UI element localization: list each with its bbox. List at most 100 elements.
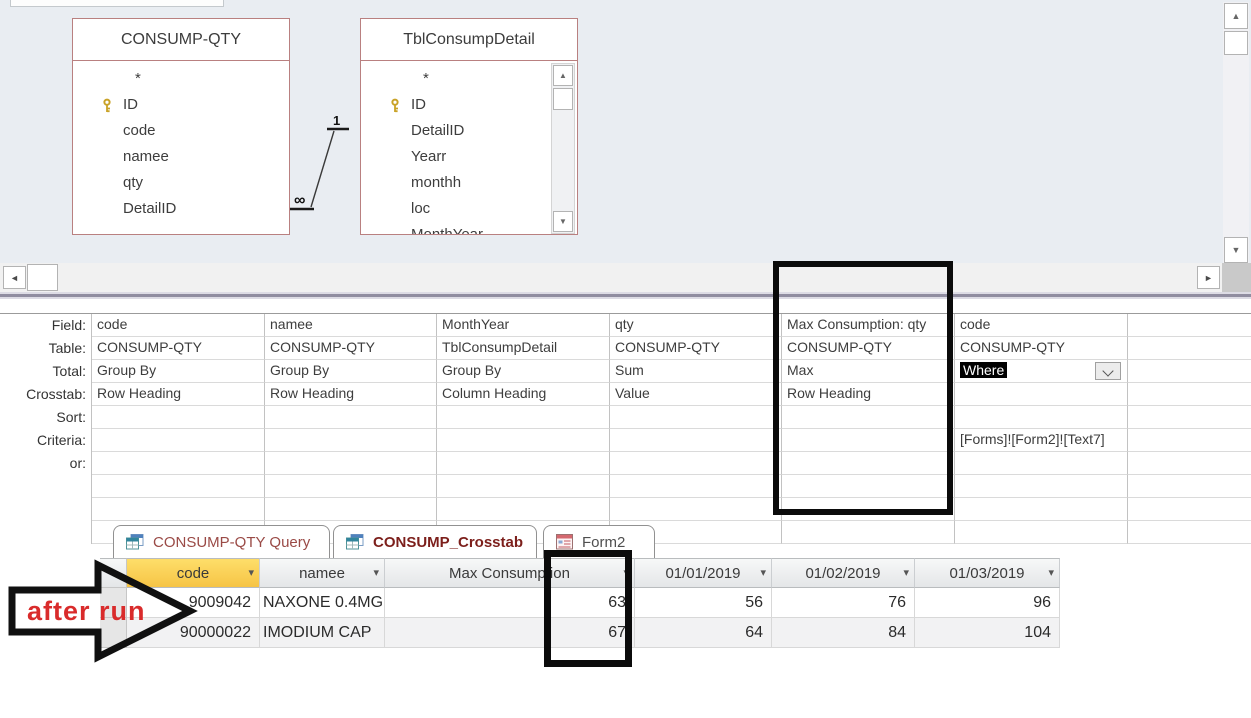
crosstab-cell[interactable] — [1128, 383, 1251, 406]
column-header-max-consumption[interactable]: Max Consumption ▾ — [385, 558, 635, 588]
sort-cell[interactable] — [782, 406, 955, 429]
column-header-code[interactable]: code ▾ — [127, 558, 260, 588]
criteria-cell[interactable] — [265, 429, 437, 452]
field-cell[interactable]: code — [92, 314, 265, 337]
crosstab-cell[interactable]: Row Heading — [92, 383, 265, 406]
scrollbar-thumb[interactable] — [27, 264, 58, 291]
cell-date3[interactable]: 96 — [915, 588, 1060, 618]
field-item-qty[interactable]: qty — [123, 174, 144, 191]
or-cell[interactable] — [782, 452, 955, 475]
scroll-down-button[interactable]: ▼ — [553, 211, 573, 232]
tab-consump-qty-query[interactable]: CONSUMP-QTY Query — [113, 525, 330, 558]
field-list-scrollbar[interactable]: ▲ ▼ — [551, 63, 575, 234]
design-pane-vertical-scrollbar[interactable]: ▲ ▼ — [1223, 2, 1249, 263]
total-cell[interactable]: Max — [782, 360, 955, 383]
total-cell[interactable]: Group By — [92, 360, 265, 383]
or-cell[interactable] — [92, 452, 265, 475]
criteria-cell[interactable] — [1128, 429, 1251, 452]
field-item-id[interactable]: ID — [361, 92, 577, 118]
criteria-cell[interactable] — [92, 429, 265, 452]
filter-dropdown-icon[interactable]: ▾ — [248, 567, 254, 579]
scroll-left-button[interactable]: ◄ — [3, 266, 26, 289]
crosstab-cell[interactable]: Row Heading — [782, 383, 955, 406]
cell-max-consumption[interactable]: 67 — [385, 618, 635, 648]
or-cell[interactable] — [610, 452, 782, 475]
cell-max-consumption[interactable]: 63 — [385, 588, 635, 618]
filter-dropdown-icon[interactable]: ▾ — [373, 567, 379, 579]
field-item-namee[interactable]: namee — [123, 148, 169, 165]
table-cell[interactable] — [1128, 337, 1251, 360]
sort-cell[interactable] — [955, 406, 1128, 429]
cell-date2[interactable]: 84 — [772, 618, 915, 648]
total-dropdown-button[interactable] — [1095, 362, 1121, 380]
field-cell[interactable]: Max Consumption: qty — [782, 314, 955, 337]
column-header-date1[interactable]: 01/01/2019 ▾ — [635, 558, 772, 588]
cell-date1[interactable]: 56 — [635, 588, 772, 618]
field-cell[interactable]: qty — [610, 314, 782, 337]
field-item-code[interactable]: code — [123, 122, 156, 139]
or-cell[interactable] — [265, 452, 437, 475]
field-item-asterisk[interactable]: * — [423, 70, 429, 87]
field-item-loc[interactable]: loc — [411, 200, 431, 217]
or-cell[interactable] — [955, 452, 1128, 475]
criteria-cell[interactable] — [437, 429, 610, 452]
total-cell[interactable]: Group By — [437, 360, 610, 383]
cell-namee[interactable]: NAXONE 0.4MG — [260, 588, 385, 618]
cell-date1[interactable]: 64 — [635, 618, 772, 648]
cell-namee[interactable]: IMODIUM CAP — [260, 618, 385, 648]
crosstab-cell[interactable]: Row Heading — [265, 383, 437, 406]
field-cell[interactable] — [1128, 314, 1251, 337]
sort-cell[interactable] — [92, 406, 265, 429]
total-cell-where[interactable]: Where — [955, 360, 1128, 383]
row-selector[interactable] — [100, 588, 127, 618]
field-cell[interactable]: namee — [265, 314, 437, 337]
field-list-consump-qty[interactable]: CONSUMP-QTY * ID code namee qty DetailID — [72, 18, 290, 235]
field-item-asterisk[interactable]: * — [135, 70, 141, 87]
field-item-monthh[interactable]: monthh — [411, 174, 462, 191]
table-cell[interactable]: CONSUMP-QTY — [610, 337, 782, 360]
criteria-cell-form-ref[interactable]: [Forms]![Form2]![Text7] — [955, 429, 1128, 452]
crosstab-cell[interactable]: Column Heading — [437, 383, 610, 406]
filter-dropdown-icon[interactable]: ▾ — [1048, 567, 1054, 579]
column-header-date2[interactable]: 01/02/2019 ▾ — [772, 558, 915, 588]
field-item-yearr[interactable]: Yearr — [411, 148, 447, 165]
field-item-detailid[interactable]: DetailID — [411, 122, 465, 139]
table-cell[interactable]: CONSUMP-QTY — [92, 337, 265, 360]
design-pane-horizontal-scrollbar[interactable]: ◄ ► — [0, 263, 1251, 292]
table-cell[interactable]: TblConsumpDetail — [437, 337, 610, 360]
crosstab-cell[interactable] — [955, 383, 1128, 406]
field-cell[interactable]: code — [955, 314, 1128, 337]
field-list-tblconsumpdetail[interactable]: TblConsumpDetail * ID DetailID Yearr mon… — [360, 18, 578, 235]
table-cell[interactable]: CONSUMP-QTY — [955, 337, 1128, 360]
sort-cell[interactable] — [610, 406, 782, 429]
criteria-cell[interactable] — [782, 429, 955, 452]
cell-date2[interactable]: 76 — [772, 588, 915, 618]
sort-cell[interactable] — [437, 406, 610, 429]
tab-consump-crosstab[interactable]: CONSUMP_Crosstab — [333, 525, 537, 558]
total-cell[interactable]: Sum — [610, 360, 782, 383]
scroll-up-button[interactable]: ▲ — [1224, 3, 1248, 29]
sort-cell[interactable] — [1128, 406, 1251, 429]
scrollbar-thumb[interactable] — [553, 88, 573, 110]
criteria-cell[interactable] — [610, 429, 782, 452]
scroll-up-button[interactable]: ▲ — [553, 65, 573, 86]
scrollbar-thumb[interactable] — [1224, 31, 1248, 55]
scroll-right-button[interactable]: ► — [1197, 266, 1220, 289]
or-cell[interactable] — [437, 452, 610, 475]
field-item-id[interactable]: ID — [73, 92, 289, 118]
filter-dropdown-icon[interactable]: ▾ — [903, 567, 909, 579]
pane-splitter[interactable] — [0, 292, 1251, 299]
field-cell[interactable]: MonthYear — [437, 314, 610, 337]
table-cell[interactable]: CONSUMP-QTY — [265, 337, 437, 360]
total-cell[interactable] — [1128, 360, 1251, 383]
filter-dropdown-icon[interactable]: ▾ — [760, 567, 766, 579]
table-cell[interactable]: CONSUMP-QTY — [782, 337, 955, 360]
field-item-detailid[interactable]: DetailID — [123, 200, 177, 217]
column-header-date3[interactable]: 01/03/2019 ▾ — [915, 558, 1060, 588]
cell-date3[interactable]: 104 — [915, 618, 1060, 648]
total-cell[interactable]: Group By — [265, 360, 437, 383]
scroll-down-button[interactable]: ▼ — [1224, 237, 1248, 263]
sort-cell[interactable] — [265, 406, 437, 429]
field-item-monthyear[interactable]: MonthYear — [411, 226, 483, 235]
column-header-namee[interactable]: namee ▾ — [260, 558, 385, 588]
